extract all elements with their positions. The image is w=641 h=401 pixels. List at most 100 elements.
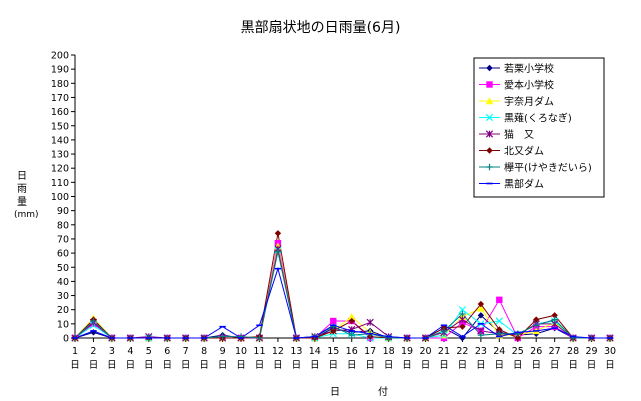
- x-tick-label: 25: [512, 346, 524, 357]
- data-point-series-7: [551, 316, 558, 323]
- y-axis-label-char: 日: [17, 171, 27, 182]
- x-tick-label: 22: [456, 346, 468, 357]
- x-tick-label: 28: [567, 346, 579, 357]
- legend: [473, 57, 605, 198]
- legend-swatch-marker: [485, 113, 494, 122]
- y-tick-label: 30: [57, 291, 69, 302]
- series-line-3: [74, 245, 610, 339]
- x-tick-suffix: 日: [531, 360, 541, 371]
- legend-label: 猫 又: [504, 128, 534, 141]
- data-point-series-6: [348, 317, 355, 325]
- x-tick-suffix: 日: [310, 360, 320, 371]
- data-point-series-7: [348, 331, 355, 339]
- y-tick-label: 180: [51, 79, 69, 90]
- y-tick-label: 10: [57, 319, 69, 330]
- series-line-6: [74, 233, 610, 339]
- data-point-series-7: [533, 322, 540, 329]
- x-tick-label: 1: [72, 346, 78, 357]
- y-tick-label: 110: [51, 178, 69, 189]
- x-tick-suffix: 日: [347, 360, 357, 371]
- data-point-series-6: [330, 327, 337, 335]
- y-tick-label: 190: [51, 65, 69, 76]
- x-tick-suffix: 日: [236, 360, 246, 371]
- x-tick-suffix: 日: [89, 360, 99, 371]
- y-tick-label: 50: [57, 263, 69, 274]
- x-tick-label: 18: [383, 346, 395, 357]
- y-tick-label: 170: [51, 93, 69, 104]
- x-tick-suffix: 日: [365, 360, 375, 371]
- x-tick-suffix: 日: [181, 360, 191, 371]
- x-tick-suffix: 日: [568, 360, 578, 371]
- data-point-series-6: [477, 300, 485, 308]
- x-tick-label: 24: [493, 346, 505, 357]
- y-tick-label: 20: [57, 305, 69, 316]
- data-point-series-7: [219, 333, 226, 340]
- legend-label: 北又ダム: [504, 145, 544, 158]
- y-tick-label: 160: [51, 107, 69, 118]
- y-axis-label-char: 量: [17, 197, 27, 208]
- x-tick-label: 12: [272, 346, 284, 357]
- x-tick-label: 15: [327, 346, 339, 357]
- x-tick-suffix: 日: [199, 360, 209, 371]
- data-point-series-5: [366, 318, 374, 327]
- x-tick-suffix: 日: [513, 360, 523, 371]
- x-tick-suffix: 日: [458, 360, 468, 371]
- x-tick-label: 21: [438, 346, 450, 357]
- legend-label: 若栗小学校: [504, 62, 554, 75]
- legend-swatch-marker: [485, 130, 494, 138]
- x-tick-label: 2: [90, 346, 96, 357]
- y-tick-label: 150: [51, 121, 69, 132]
- x-tick-suffix: 日: [587, 360, 597, 371]
- series-line-7: [74, 251, 610, 339]
- x-tick-label: 6: [164, 346, 170, 357]
- data-point-series-6: [496, 326, 503, 333]
- legend-swatch-marker: [486, 163, 493, 171]
- data-point-series-5: [458, 315, 467, 324]
- data-point-series-3: [477, 304, 485, 312]
- data-point-series-7: [274, 248, 282, 255]
- data-point-series-7: [440, 327, 448, 335]
- data-point-series-2: [496, 296, 503, 303]
- x-tick-label: 29: [586, 346, 598, 357]
- series-line-4: [74, 250, 610, 339]
- x-tick-suffix: 日: [70, 360, 80, 371]
- y-axis-label-char: 雨: [17, 184, 27, 195]
- x-tick-suffix: 日: [126, 360, 136, 371]
- x-tick-suffix: 日: [218, 360, 228, 371]
- legend-label: 宇奈月ダム: [504, 95, 554, 108]
- x-tick-suffix: 日: [550, 360, 560, 371]
- x-tick-suffix: 日: [162, 360, 172, 371]
- y-tick-label: 80: [57, 220, 69, 231]
- x-tick-label: 20: [419, 346, 431, 357]
- x-tick-suffix: 日: [384, 360, 394, 371]
- legend-label: 愛本小学校: [504, 79, 554, 92]
- y-axis-label: 日 雨 量 (mm): [14, 170, 39, 222]
- data-point-series-1: [90, 329, 97, 336]
- y-tick-label: 200: [51, 51, 69, 62]
- y-tick-label: 40: [57, 277, 69, 288]
- x-tick-suffix: 日: [421, 360, 431, 371]
- y-tick-label: 120: [51, 164, 69, 175]
- data-point-series-3: [348, 313, 356, 320]
- y-tick-label: 90: [57, 206, 69, 217]
- data-point-series-7: [90, 317, 97, 325]
- series-line-5: [74, 248, 610, 339]
- y-tick-label: 140: [51, 135, 69, 146]
- x-tick-label: 13: [290, 346, 302, 357]
- x-tick-suffix: 日: [605, 360, 615, 371]
- legend-label: 黒部ダム: [504, 178, 544, 191]
- data-point-series-4: [458, 306, 467, 314]
- x-tick-label: 3: [109, 346, 115, 357]
- x-tick-label: 23: [475, 346, 487, 357]
- data-point-series-1: [477, 312, 485, 319]
- data-point-series-2: [330, 317, 337, 325]
- x-tick-label: 7: [183, 346, 189, 357]
- x-tick-label: 27: [549, 346, 561, 357]
- x-tick-suffix: 日: [495, 360, 505, 371]
- x-tick-label: 4: [127, 346, 133, 357]
- x-tick-label: 9: [220, 346, 226, 357]
- legend-swatch-marker: [486, 147, 493, 154]
- x-tick-suffix: 日: [439, 360, 449, 371]
- x-tick-suffix: 日: [329, 360, 339, 371]
- x-tick-label: 17: [364, 346, 376, 357]
